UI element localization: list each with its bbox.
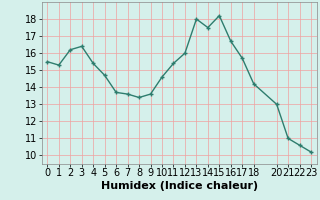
X-axis label: Humidex (Indice chaleur): Humidex (Indice chaleur) — [100, 181, 258, 191]
